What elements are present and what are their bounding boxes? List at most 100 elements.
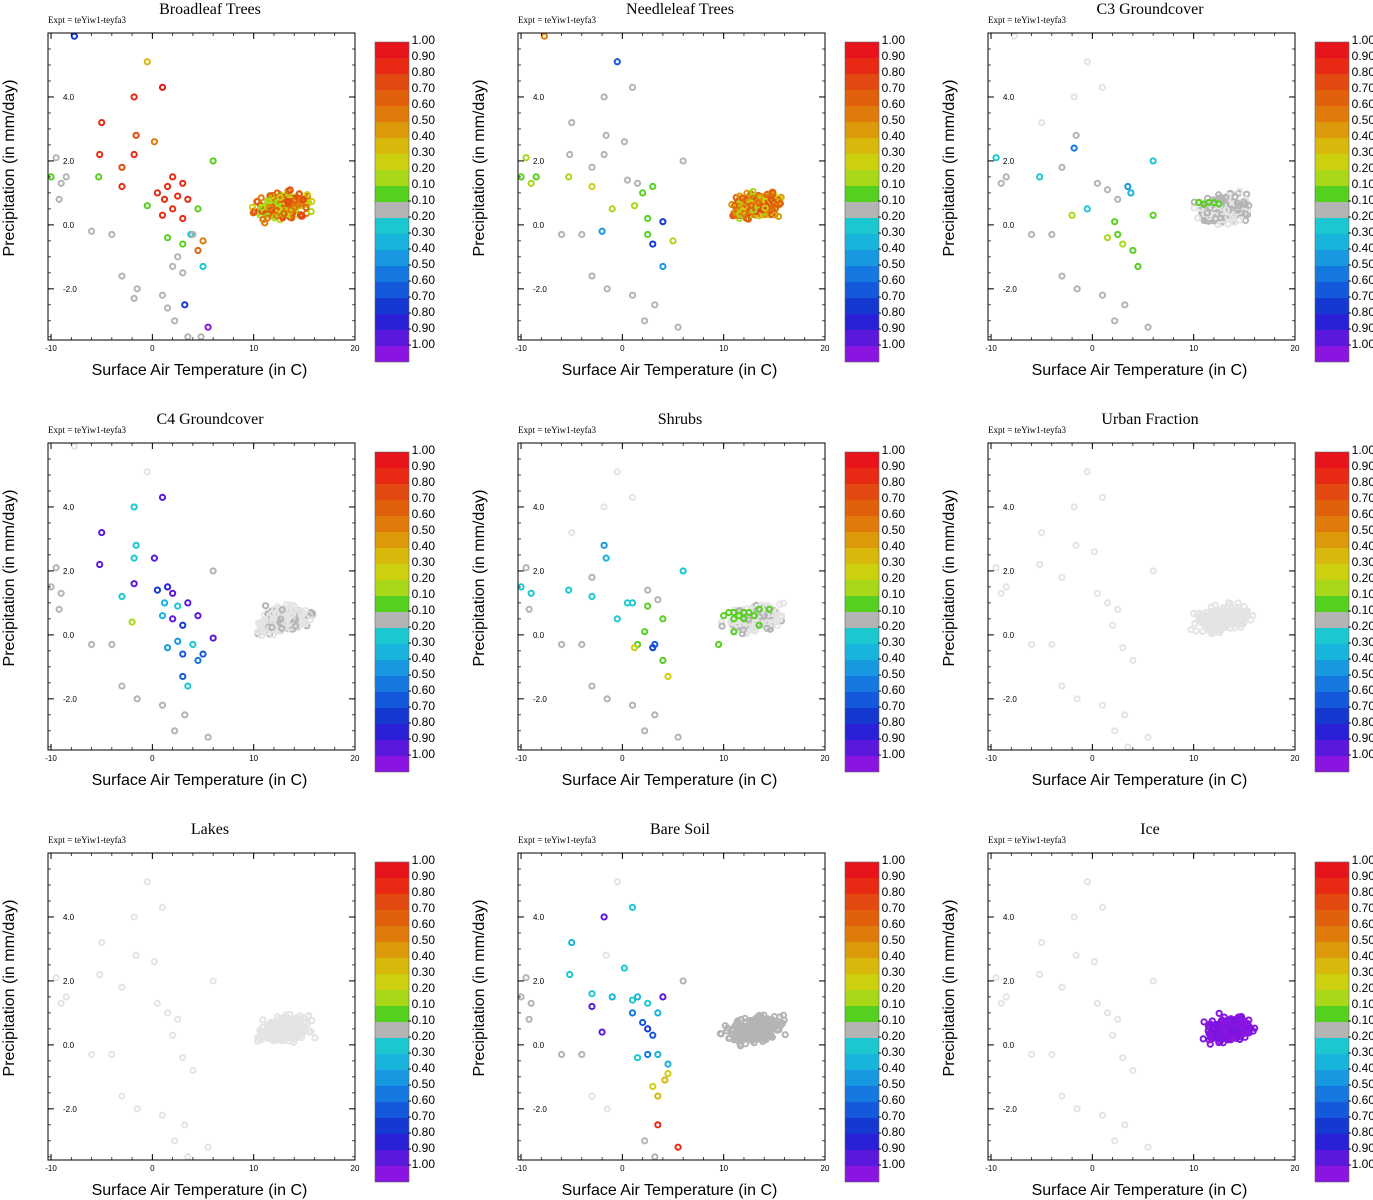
colorbar-swatch	[375, 1070, 409, 1086]
scatter-point	[132, 131, 140, 139]
scatter-point	[1247, 616, 1255, 624]
scatter-point	[674, 323, 682, 331]
colorbar-label: 1.00	[882, 443, 906, 457]
colorbar-swatch	[1315, 910, 1349, 926]
colorbar-label: -1.00	[878, 747, 906, 761]
colorbar-label: -0.50	[878, 667, 906, 681]
scatter-point	[718, 622, 726, 630]
colorbar-swatch	[375, 1150, 409, 1166]
expt-label: Expt = teYiw1-teyfa3	[518, 425, 597, 435]
colorbar-label: -0.20	[878, 619, 906, 633]
scatter-point	[565, 173, 573, 181]
x-tick-label: 20	[351, 1164, 360, 1173]
scatter-point	[153, 999, 162, 1007]
colorbar-swatch	[375, 170, 409, 186]
scatter-point	[1114, 195, 1122, 203]
colorbar-label: -1.00	[408, 747, 436, 761]
scatter-point	[179, 240, 187, 248]
panel-broadleaf-trees: Broadleaf Trees Expt = teYiw1-teyfa3 4.0 2.…	[1, 1, 435, 379]
scatter-point	[1215, 200, 1223, 208]
scatter-point	[98, 938, 106, 947]
colorbar-label: 0.70	[412, 901, 436, 915]
colorbar-label: 0.90	[1352, 869, 1373, 883]
colorbar-label: -0.60	[878, 1093, 906, 1107]
scatter-point	[1103, 234, 1112, 242]
colorbar-swatch	[375, 756, 409, 772]
colorbar-swatch	[375, 330, 409, 346]
scatter-point	[153, 189, 162, 197]
y-tick-label: 2.0	[533, 977, 545, 986]
scatter-point	[1090, 958, 1098, 966]
colorbar-swatch	[375, 138, 409, 154]
scatter-point	[1027, 640, 1036, 649]
scatter-point	[130, 554, 138, 562]
colorbar-swatch	[1315, 580, 1349, 596]
plot-frame	[987, 32, 1296, 341]
colorbar-label: 1.00	[412, 33, 436, 47]
scatter-point	[651, 301, 659, 309]
colorbar-label: 0.70	[882, 901, 906, 915]
colorbar-label: -0.70	[878, 699, 906, 713]
colorbar-swatch	[845, 990, 879, 1006]
colorbar-label: -0.70	[408, 1109, 436, 1123]
colorbar-swatch	[375, 942, 409, 958]
colorbar-swatch	[845, 1118, 879, 1134]
colorbar-label: 0.70	[1352, 491, 1373, 505]
colorbar-label: 0.70	[1352, 81, 1373, 95]
points-layer	[518, 468, 788, 741]
scatter-point	[181, 711, 189, 719]
scatter-point	[1149, 211, 1157, 219]
colorbar-swatch	[1315, 942, 1349, 958]
scatter-point	[62, 173, 70, 181]
scatter-point	[588, 573, 596, 581]
plot-frame	[987, 852, 1296, 1161]
scatter-point	[588, 272, 596, 280]
scatter-point	[600, 913, 608, 921]
scatter-point	[649, 240, 657, 248]
scatter-point	[641, 317, 649, 325]
colorbar-swatch	[375, 266, 409, 282]
scatter-point	[731, 1034, 739, 1042]
colorbar-label: 0.90	[882, 49, 906, 63]
y-tick-label: -2.0	[1003, 695, 1017, 704]
scatter-point	[303, 190, 311, 199]
colorbar-label: 0.20	[1352, 571, 1373, 585]
scatter-point	[1218, 194, 1227, 203]
colorbar-label: -0.10	[878, 193, 906, 207]
y-tick-label: 2.0	[533, 567, 545, 576]
colorbar-swatch	[375, 106, 409, 122]
scatter-point	[296, 1012, 304, 1020]
x-tick-label: 0	[620, 1164, 625, 1173]
colorbar-label: -0.30	[1348, 225, 1373, 239]
scatter-point	[1215, 1031, 1223, 1039]
scatter-point	[179, 650, 187, 658]
scatter-point	[628, 903, 637, 911]
colorbar-frame	[1314, 41, 1350, 363]
scatter-point	[641, 1137, 649, 1145]
scatter-point	[602, 131, 610, 139]
scatter-point	[992, 564, 1000, 572]
scatter-point	[1002, 993, 1010, 1001]
colorbar-label: -0.80	[408, 715, 436, 729]
colorbar-swatch	[845, 266, 879, 282]
x-tick-label: 0	[150, 344, 155, 353]
y-axis-label: Precipitation (in mm/day)	[941, 490, 958, 667]
scatter-point	[1233, 1025, 1241, 1033]
scatter-point	[52, 974, 60, 982]
colorbar-label: 0.20	[412, 981, 436, 995]
colorbar-label: -0.40	[878, 651, 906, 665]
scatter-point	[171, 317, 179, 325]
colorbar-label: 1.00	[412, 443, 436, 457]
scatter-point	[169, 615, 177, 623]
points-layer	[518, 878, 789, 1160]
scatter-point	[654, 1092, 662, 1100]
scatter-point	[767, 195, 775, 203]
scatter-point	[70, 33, 78, 40]
scatter-point	[734, 1028, 742, 1036]
colorbar-label: 1.00	[412, 853, 436, 867]
scatter-point	[158, 493, 167, 501]
colorbar-label: -0.70	[878, 1109, 906, 1123]
colorbar-swatch	[375, 660, 409, 676]
colorbar-label: 0.60	[412, 917, 436, 931]
y-axis-label: Precipitation (in mm/day)	[1, 490, 18, 667]
